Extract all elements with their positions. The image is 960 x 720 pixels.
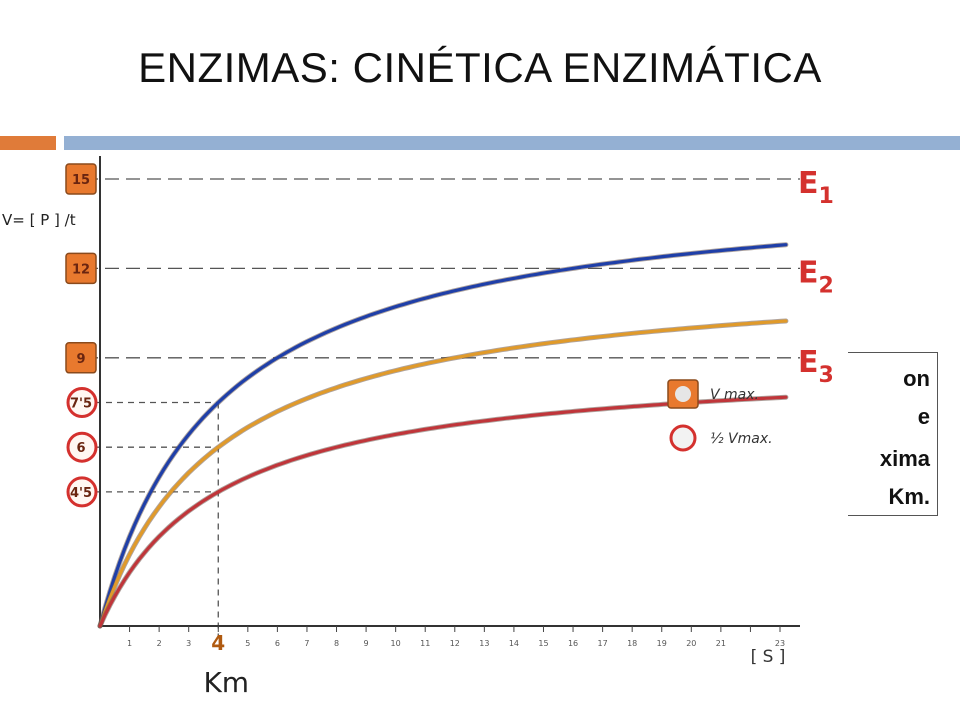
x-tick-label: 8 [334, 639, 339, 648]
x-tick-label: 18 [627, 639, 637, 648]
x-tick-label: 5 [245, 639, 250, 648]
x-tick-label: 6 [275, 639, 280, 648]
y-tick-label: 12 [72, 262, 90, 277]
series-label-e3: E3 [798, 345, 834, 388]
series-label-subscript: 3 [819, 363, 834, 388]
curve-e2 [98, 319, 788, 628]
x-axis-label: [ S ] [751, 647, 786, 667]
x-tick-label: 19 [657, 639, 667, 648]
curve-shadow-e2 [97, 318, 789, 629]
callout-line-3: xima [879, 446, 930, 471]
x-tick-label: 7 [304, 639, 309, 648]
half-vmax-marker-circle [66, 387, 98, 418]
legend-vmax-label: V max. [710, 387, 759, 403]
callout-line-1: on [903, 366, 930, 391]
y-tick-label: 15 [72, 173, 90, 188]
x-tick-label: 23 [775, 639, 785, 648]
half-vmax-marker-circle [66, 476, 98, 508]
series-label-e2: E2 [798, 255, 834, 298]
km-label: Km [203, 666, 249, 699]
series-label-subscript: 2 [819, 273, 834, 298]
y-tick-label: 4'5 [70, 486, 92, 501]
slide-title: ENZIMAS: CINÉTICA ENZIMÁTICA [138, 44, 822, 91]
vmax-marker-square [65, 163, 97, 195]
x-tick-label: 12 [450, 639, 460, 648]
accent-bar-blue [64, 136, 960, 150]
x-tick-label: 2 [157, 639, 162, 648]
accent-bar-orange [0, 136, 56, 150]
x-tick-label: 20 [686, 639, 696, 648]
x-tick-label: 1 [127, 639, 132, 648]
vmax-marker-square [65, 252, 97, 285]
x-tick-label: 11 [420, 639, 430, 648]
half-vmax-marker-circle [66, 431, 98, 463]
legend-half-vmax-swatch [669, 424, 697, 452]
x-tick-label: 9 [364, 639, 369, 648]
x-tick-label: 14 [509, 639, 519, 648]
curve-e1 [98, 243, 788, 628]
legend-vmax-swatch-dot [675, 386, 691, 402]
series-label-e1: E1 [798, 166, 834, 209]
x-tick-label: 21 [716, 639, 726, 648]
x-tick-label: 13 [479, 639, 489, 648]
vmax-marker-square [65, 342, 97, 374]
y-tick-label: 6 [76, 441, 85, 456]
x-tick-label: 4 [211, 631, 225, 655]
x-tick-label: 16 [568, 639, 578, 648]
x-tick-label: 15 [538, 639, 548, 648]
y-tick-label: 9 [76, 352, 85, 367]
x-tick-label: 17 [598, 639, 608, 648]
callout-line-2: e [917, 404, 930, 429]
x-tick-label: 3 [186, 639, 191, 648]
y-axis-label: V= [ P ] /t [2, 211, 76, 229]
callout-line-4: Km. [888, 484, 930, 509]
series-label-subscript: 1 [819, 184, 834, 209]
y-tick-label: 7'5 [70, 397, 92, 412]
legend-half-vmax-label: ½ Vmax. [710, 431, 773, 447]
x-tick-label: 10 [391, 639, 401, 648]
